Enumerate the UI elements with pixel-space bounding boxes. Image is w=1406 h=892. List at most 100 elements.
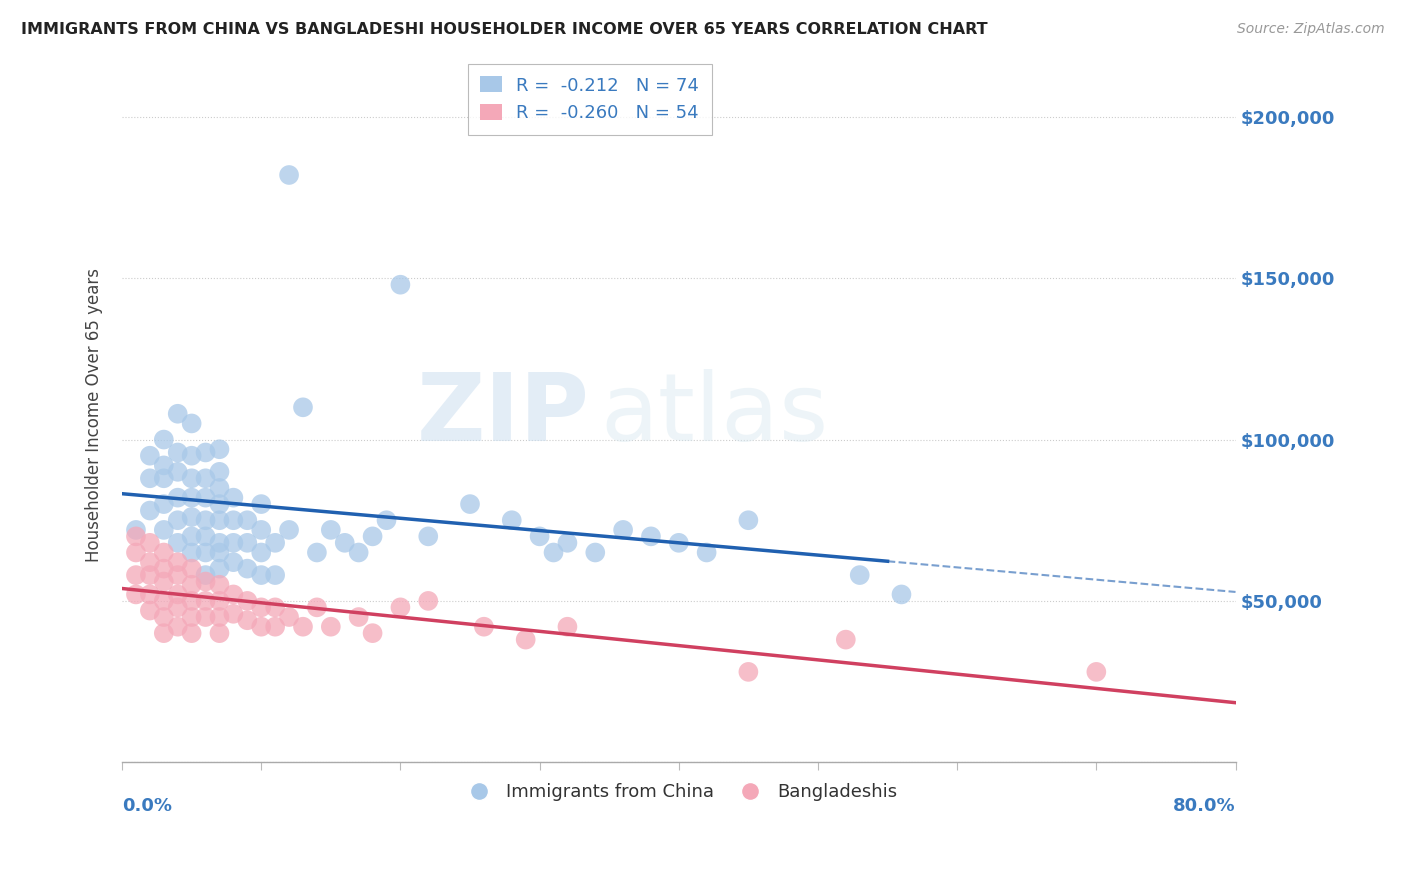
Point [250, 497, 273, 511]
Point [835, 632, 858, 647]
Point [264, 536, 287, 550]
Point [250, 620, 273, 634]
Point [139, 568, 162, 582]
Point [515, 632, 537, 647]
Point [236, 594, 259, 608]
Point [236, 613, 259, 627]
Point [278, 523, 301, 537]
Point [250, 600, 273, 615]
Point [737, 513, 759, 527]
Point [319, 620, 342, 634]
Point [153, 561, 176, 575]
Point [347, 610, 370, 624]
Point [543, 545, 565, 559]
Point [250, 568, 273, 582]
Point [139, 603, 162, 617]
Point [208, 442, 231, 457]
Point [848, 568, 870, 582]
Point [194, 545, 217, 559]
Point [180, 545, 202, 559]
Point [208, 465, 231, 479]
Point [125, 523, 148, 537]
Point [139, 471, 162, 485]
Point [194, 491, 217, 505]
Point [166, 536, 188, 550]
Point [305, 545, 328, 559]
Point [557, 536, 579, 550]
Point [737, 665, 759, 679]
Point [166, 465, 188, 479]
Point [125, 545, 148, 559]
Point [583, 545, 606, 559]
Point [166, 513, 188, 527]
Point [180, 610, 202, 624]
Point [194, 568, 217, 582]
Point [472, 620, 495, 634]
Point [153, 458, 176, 473]
Point [180, 417, 202, 431]
Point [361, 529, 384, 543]
Point [208, 497, 231, 511]
Point [180, 561, 202, 575]
Point [208, 578, 231, 592]
Point [125, 587, 148, 601]
Point [166, 445, 188, 459]
Point [166, 587, 188, 601]
Point [208, 545, 231, 559]
Point [529, 529, 551, 543]
Point [208, 594, 231, 608]
Point [222, 555, 245, 569]
Point [250, 545, 273, 559]
Point [291, 620, 314, 634]
Point [612, 523, 634, 537]
Point [166, 568, 188, 582]
Point [208, 561, 231, 575]
Text: ZIP: ZIP [416, 369, 589, 461]
Point [166, 600, 188, 615]
Text: 80.0%: 80.0% [1173, 797, 1236, 815]
Point [319, 523, 342, 537]
Point [250, 523, 273, 537]
Point [458, 497, 481, 511]
Point [166, 491, 188, 505]
Point [236, 536, 259, 550]
Point [139, 587, 162, 601]
Point [166, 555, 188, 569]
Point [236, 513, 259, 527]
Point [139, 449, 162, 463]
Point [153, 610, 176, 624]
Point [264, 568, 287, 582]
Point [347, 545, 370, 559]
Y-axis label: Householder Income Over 65 years: Householder Income Over 65 years [86, 268, 103, 562]
Point [389, 277, 412, 292]
Point [278, 168, 301, 182]
Point [264, 620, 287, 634]
Point [418, 594, 440, 608]
Point [194, 445, 217, 459]
Point [194, 594, 217, 608]
Point [125, 529, 148, 543]
Point [375, 513, 398, 527]
Point [153, 594, 176, 608]
Point [696, 545, 718, 559]
Point [180, 578, 202, 592]
Point [389, 600, 412, 615]
Point [180, 491, 202, 505]
Point [222, 587, 245, 601]
Point [139, 555, 162, 569]
Point [640, 529, 662, 543]
Point [222, 491, 245, 505]
Point [139, 503, 162, 517]
Point [264, 600, 287, 615]
Point [236, 561, 259, 575]
Point [139, 536, 162, 550]
Text: 0.0%: 0.0% [122, 797, 172, 815]
Point [194, 529, 217, 543]
Point [125, 568, 148, 582]
Point [194, 471, 217, 485]
Point [222, 607, 245, 621]
Legend: Immigrants from China, Bangladeshis: Immigrants from China, Bangladeshis [453, 776, 904, 809]
Point [166, 407, 188, 421]
Point [180, 594, 202, 608]
Text: Source: ZipAtlas.com: Source: ZipAtlas.com [1237, 22, 1385, 37]
